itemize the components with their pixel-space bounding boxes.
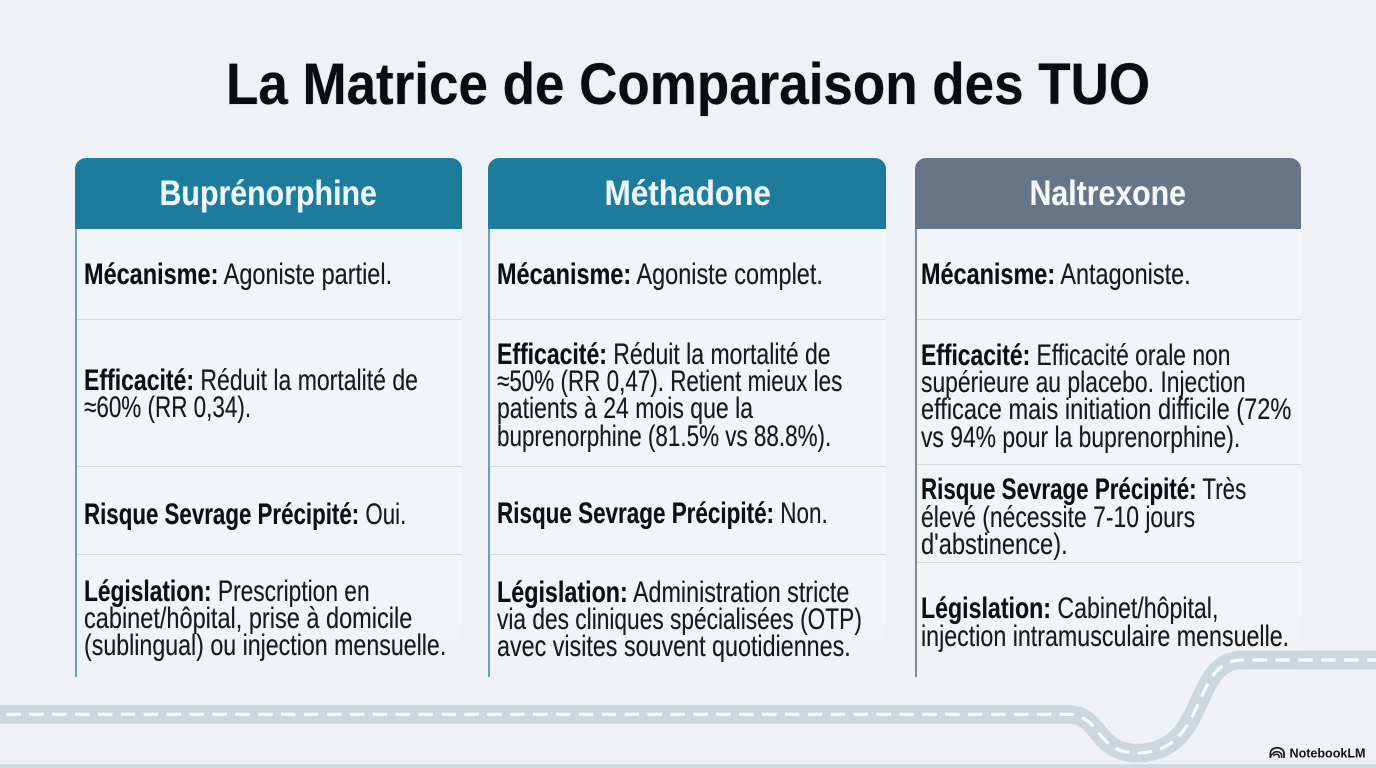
svg-text:NotebookLM: NotebookLM	[1290, 747, 1366, 761]
